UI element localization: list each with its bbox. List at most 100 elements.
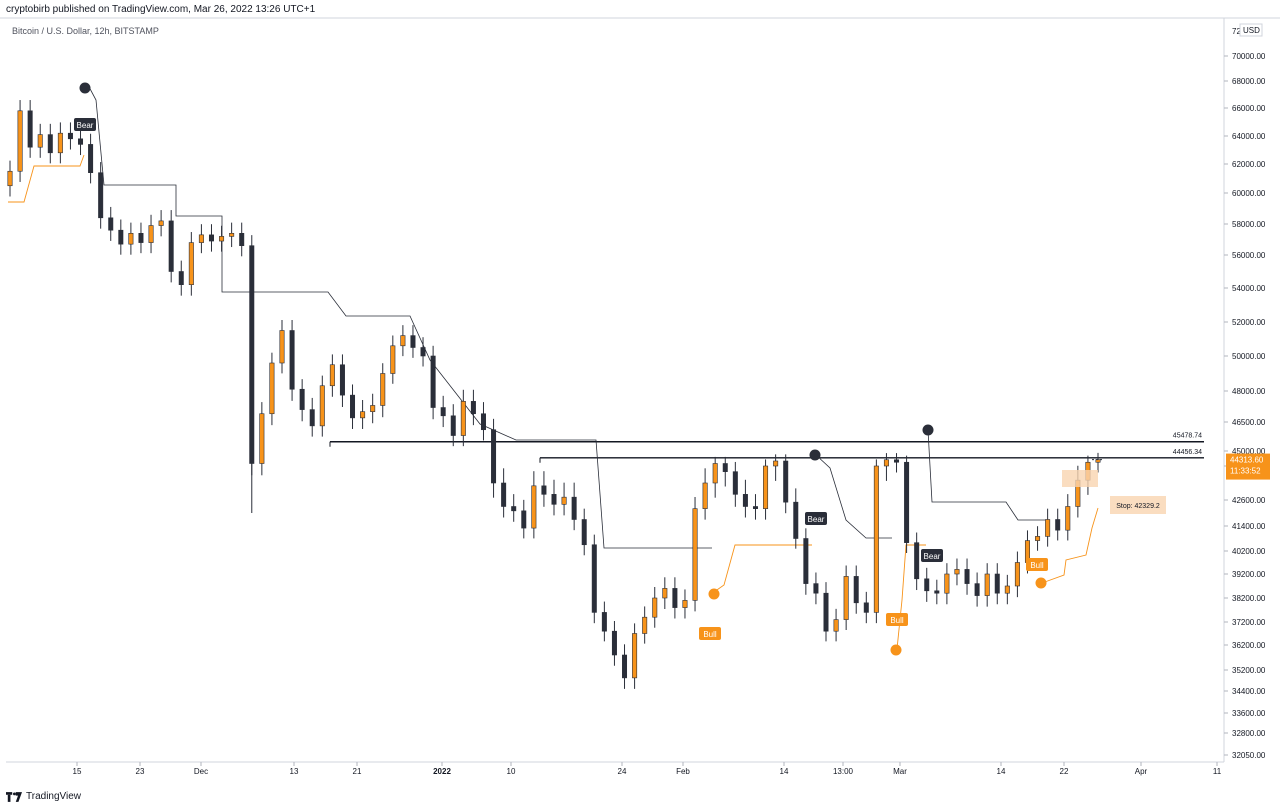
level-label: 44456.34 (1173, 449, 1202, 456)
time-tick-label: 11 (1213, 767, 1222, 776)
candle-body (430, 355, 436, 408)
bull-label-text: Bull (703, 630, 717, 639)
bull-stop-line (8, 154, 85, 203)
bull-stop-line (713, 544, 812, 593)
price-tick-label: 33600.00 (1232, 709, 1266, 718)
candle-body (813, 583, 819, 594)
candle-body (400, 335, 406, 347)
current-price-tag (1226, 453, 1270, 480)
candle-body (984, 573, 990, 596)
candle-body (1055, 519, 1061, 531)
footer-brand[interactable]: TradingView (6, 791, 81, 802)
bull-signal-dot (890, 644, 902, 656)
price-tick-label: 62000.00 (1232, 160, 1266, 169)
candle-body (460, 401, 466, 436)
candle-body (158, 220, 164, 226)
candle-body (883, 459, 889, 467)
candle-body (823, 592, 829, 632)
candle-body (98, 172, 104, 219)
price-scale: 70000.00 68000.00 66000.00 64000.00 62000.00… (1224, 23, 1266, 760)
candle-body (551, 494, 557, 505)
candle-body (601, 612, 607, 632)
price-tick-label: 32050.00 (1232, 751, 1266, 760)
candle-body (1065, 506, 1071, 531)
candle-body (480, 413, 486, 431)
candle-body (964, 569, 970, 584)
candle-body (88, 144, 94, 173)
candle-body (773, 460, 779, 467)
candle-body (239, 233, 245, 247)
candle-body (17, 110, 23, 172)
candle-body (863, 602, 869, 613)
candle-body (339, 364, 345, 396)
level-label: 45478.74 (1173, 433, 1202, 440)
currency-label: USD (1243, 26, 1260, 35)
candle-body (873, 465, 879, 613)
price-tick-label: 41400.00 (1232, 522, 1266, 531)
candle-body (1004, 585, 1010, 594)
price-tick-label: 32800.00 (1232, 729, 1266, 738)
currency-badge (1239, 23, 1263, 37)
candle-body (27, 110, 33, 148)
trailing-stop-lines (8, 84, 1099, 650)
footer-brand-label: TradingView (26, 791, 82, 802)
candlesticks (7, 100, 1101, 689)
time-tick-label: Mar (893, 767, 907, 776)
candle-body (229, 233, 235, 237)
price-tick-label: 40200.00 (1232, 547, 1266, 556)
candle-body (289, 330, 295, 390)
candle-body (208, 234, 214, 242)
axis-lines (0, 17, 1280, 763)
stop-label-box (1110, 496, 1166, 514)
candle-body (672, 588, 678, 608)
time-tick-label: Apr (1135, 767, 1148, 776)
candle-body (410, 335, 416, 348)
candle-body (531, 485, 537, 529)
time-tick-label: 21 (353, 767, 362, 776)
signal-markers: Bear Bear Bear Bull Bull Bull (74, 82, 1048, 656)
candle-body (128, 233, 134, 245)
candle-body (571, 496, 577, 520)
price-tick-label: 48000.00 (1232, 387, 1266, 396)
time-tick-label: 2022 (433, 767, 451, 776)
candle-body (470, 401, 476, 415)
candle-body (994, 573, 1000, 594)
candle-body (249, 245, 255, 464)
candle-body (722, 463, 728, 472)
candle-body (521, 510, 527, 529)
candle-body (914, 542, 920, 580)
candle-body (279, 330, 285, 364)
candle-body (259, 413, 265, 464)
candle-body (148, 225, 154, 243)
bear-label-text: Bear (77, 121, 94, 130)
candle-body (7, 170, 13, 187)
price-tick-label: 58000.00 (1232, 220, 1266, 229)
bear-signal-dot (809, 449, 821, 461)
candle-body (833, 619, 839, 632)
bear-label-badge (921, 549, 943, 562)
candle-body (380, 373, 386, 406)
target-zone-box (1062, 470, 1098, 487)
candle-body (188, 242, 194, 286)
bear-signal-dot (79, 82, 91, 94)
price-tick-label: 56000.00 (1232, 251, 1266, 260)
time-tick-label: 23 (136, 767, 145, 776)
candle-body (974, 583, 980, 596)
candle-body (219, 236, 225, 242)
price-tick-label: 60000.00 (1232, 189, 1266, 198)
candle-body (420, 347, 426, 357)
candle-body (390, 345, 396, 374)
candle-body (904, 461, 910, 543)
price-tick-label: 39200.00 (1232, 570, 1266, 579)
price-tick-label: 45000.00 (1232, 447, 1266, 456)
candle-body (440, 407, 446, 417)
stop-label-text: Stop: 42329.2 (1116, 503, 1160, 510)
candle-body (138, 233, 144, 243)
price-tick-label: 68000.00 (1232, 77, 1266, 86)
candle-body (108, 217, 114, 231)
price-tick-label: 70000.00 (1232, 52, 1266, 61)
candle-body (511, 506, 517, 512)
candle-body (793, 501, 799, 539)
candle-body (591, 544, 597, 613)
